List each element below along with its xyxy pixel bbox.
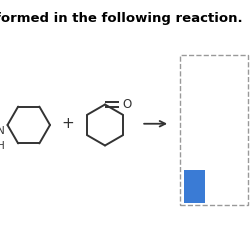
Text: formed in the following reaction.: formed in the following reaction. xyxy=(0,12,242,25)
Text: O: O xyxy=(122,98,131,111)
Bar xyxy=(180,55,248,205)
Text: N: N xyxy=(0,126,5,136)
Text: H: H xyxy=(0,142,5,151)
Text: +: + xyxy=(61,116,74,131)
Bar xyxy=(184,170,205,202)
